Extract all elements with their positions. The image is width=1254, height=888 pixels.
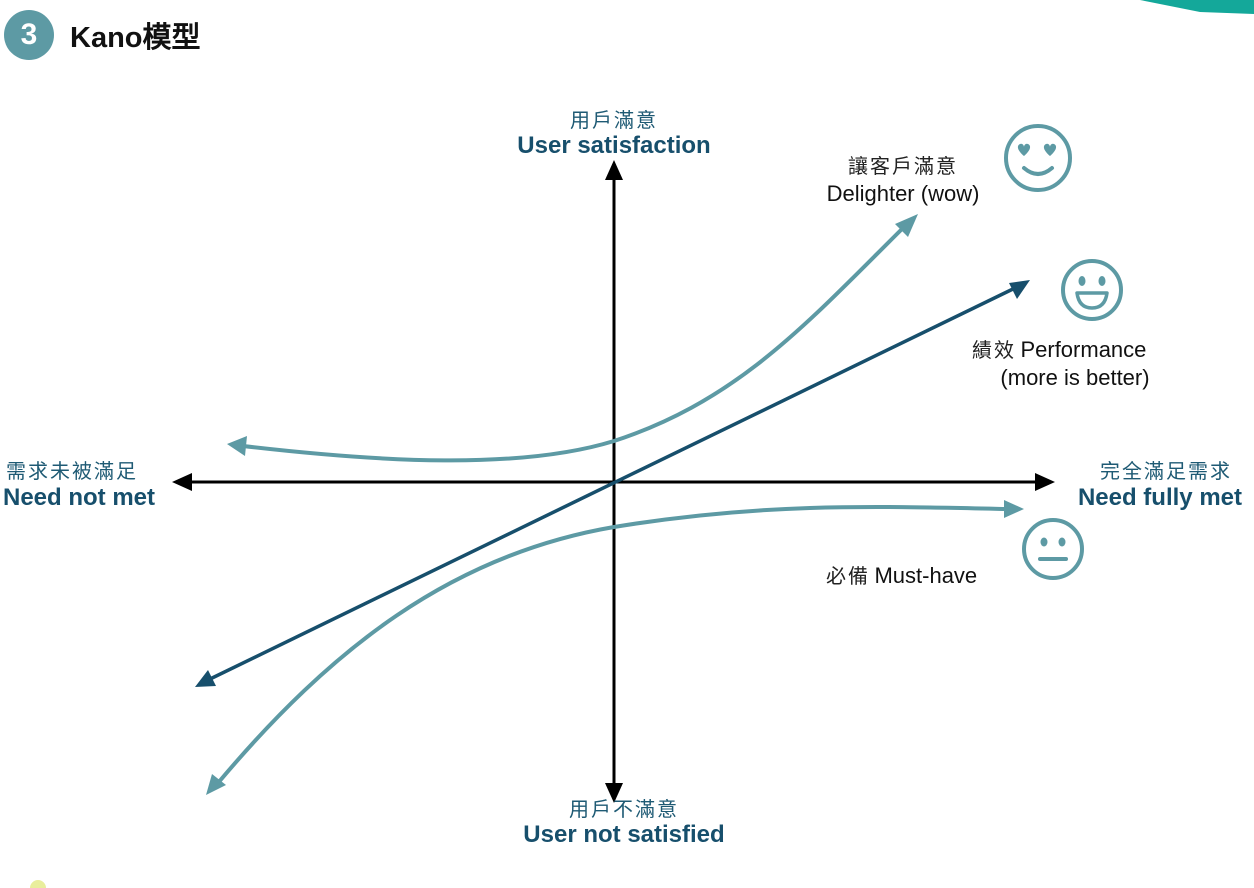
performance-label-en: Performance xyxy=(1020,337,1147,362)
must-have-arrow-head-down xyxy=(206,774,226,795)
performance-sublabel: (more is better) xyxy=(1000,365,1150,390)
performance-label-zh: 績效 xyxy=(972,338,1016,362)
axis-bottom-label-zh: 用戶不滿意 xyxy=(569,797,679,821)
must-have-curve xyxy=(206,500,1024,795)
axis-arrow-up xyxy=(605,160,623,180)
axis-left-label-zh: 需求未被滿足 xyxy=(6,459,138,483)
axis-bottom-label-en: User not satisfied xyxy=(523,821,725,848)
axis-arrow-down xyxy=(605,783,623,803)
must-have-label-en: Must-have xyxy=(874,563,978,588)
performance-arrow-head-down xyxy=(195,670,216,687)
delighter-curve xyxy=(227,214,918,463)
performance-arrow-head-up xyxy=(1009,280,1030,299)
delighter-arrow-head-left xyxy=(227,436,247,456)
axis-arrow-right xyxy=(1035,473,1055,491)
slide-title: Kano模型 xyxy=(70,22,201,54)
axis-left-label-en: Need not met xyxy=(3,484,156,511)
delighter-label-en: Delighter (wow) xyxy=(826,181,980,206)
decorative-dot xyxy=(30,880,46,888)
horizontal-axis xyxy=(172,473,1055,491)
axis-right-label-en: Need fully met xyxy=(1077,484,1242,511)
performance-line xyxy=(195,280,1030,687)
axis-right-label-zh: 完全滿足需求 xyxy=(1100,459,1232,483)
must-have-label-zh: 必備 xyxy=(826,564,870,588)
heart-eyes-face-icon xyxy=(1004,124,1072,192)
must-have-arrow-head-right xyxy=(1004,500,1024,518)
axis-arrow-left xyxy=(172,473,192,491)
axis-top-label-zh: 用戶滿意 xyxy=(570,108,658,132)
performance-label: 績效 Performance xyxy=(972,334,1146,363)
slide-header: 3 Kano模型 xyxy=(0,0,400,70)
must-have-label: 必備 Must-have xyxy=(826,560,977,589)
smiling-face-icon xyxy=(1061,259,1123,321)
delighter-label-zh: 讓客戶滿意 xyxy=(848,154,958,178)
delighter-arrow-head-up xyxy=(895,214,918,237)
neutral-face-icon xyxy=(1022,518,1084,580)
axis-top-label-en: User satisfaction xyxy=(517,132,711,159)
corner-accent xyxy=(1140,0,1254,14)
step-number-badge: 3 xyxy=(4,10,54,60)
